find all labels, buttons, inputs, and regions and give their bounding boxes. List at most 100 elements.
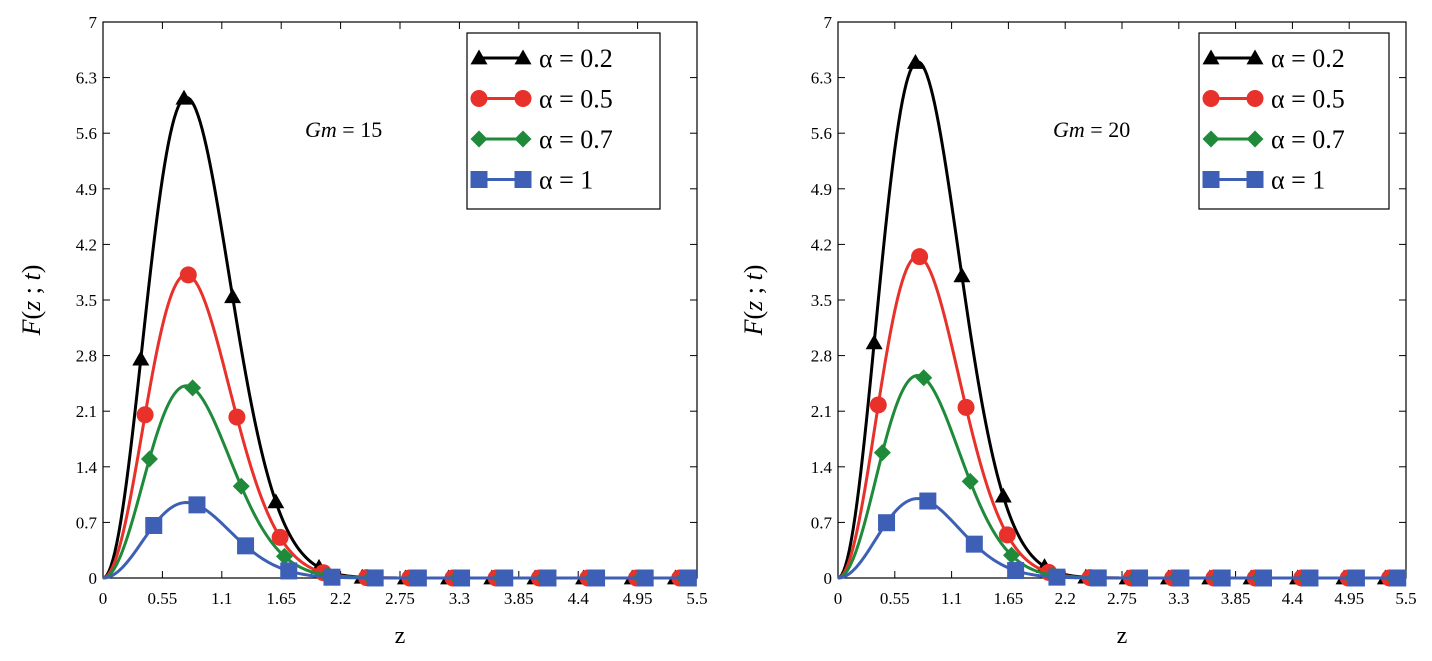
series-marker bbox=[224, 288, 242, 304]
y-axis-label-part: ( bbox=[17, 311, 46, 320]
series-marker bbox=[961, 472, 979, 490]
y-tick-label: 2.1 bbox=[76, 402, 97, 421]
y-tick-label: 6.3 bbox=[76, 69, 97, 88]
series-marker bbox=[919, 492, 937, 510]
gm-label: Gm bbox=[305, 117, 337, 142]
series-marker bbox=[1089, 569, 1107, 587]
series-line bbox=[837, 497, 1406, 580]
legend-label: α = 0.2 bbox=[1271, 44, 1345, 73]
y-axis-label-part: ; bbox=[17, 280, 46, 300]
x-tick-label: 5.5 bbox=[686, 589, 707, 608]
y-tick-label: 3.5 bbox=[811, 291, 832, 310]
legend-marker bbox=[1246, 171, 1264, 188]
series-marker bbox=[323, 568, 341, 586]
series-marker bbox=[953, 267, 971, 283]
legend-marker bbox=[470, 49, 488, 65]
legend-marker bbox=[514, 90, 532, 107]
series-marker bbox=[906, 54, 924, 69]
series-marker bbox=[275, 547, 293, 565]
x-tick-label: 2.75 bbox=[1107, 589, 1137, 608]
series-marker bbox=[1213, 569, 1231, 587]
y-tick-label: 4.9 bbox=[76, 180, 97, 199]
series-marker bbox=[1131, 569, 1149, 587]
series-marker bbox=[271, 528, 289, 546]
chart-panel-gm-20: 0 0.55 1.1 1.65 2.2 2.75 3.3 3.85 4.4 4.95 5.5 0 0.7… bbox=[739, 13, 1417, 649]
y-tick-label: 4.2 bbox=[76, 235, 97, 254]
y-axis-label-part: F bbox=[739, 318, 768, 336]
series-marker bbox=[915, 369, 933, 387]
y-axis-label: F(z ; t) bbox=[17, 265, 46, 337]
series-marker bbox=[1007, 562, 1025, 580]
legend-label: α = 1 bbox=[1271, 166, 1325, 195]
series-marker bbox=[132, 350, 150, 366]
series-marker bbox=[136, 406, 154, 424]
legend-label: α = 0.7 bbox=[539, 125, 613, 154]
series-marker bbox=[453, 569, 471, 587]
y-axis-label-part: t bbox=[739, 272, 768, 280]
series-marker bbox=[539, 569, 557, 587]
legend-label: α = 1 bbox=[539, 166, 593, 195]
legend-marker bbox=[1202, 49, 1220, 65]
series-marker bbox=[175, 89, 193, 105]
y-tick-label: 0.7 bbox=[811, 513, 833, 532]
series-marker bbox=[267, 493, 285, 509]
series-marker bbox=[869, 396, 887, 414]
series-marker bbox=[1254, 569, 1272, 587]
x-tick-label: 3.3 bbox=[1168, 589, 1189, 608]
y-axis-label-part: z bbox=[17, 301, 46, 312]
series-line bbox=[837, 373, 1406, 580]
series-line bbox=[837, 254, 1406, 580]
series-marker bbox=[865, 334, 883, 350]
series-marker bbox=[1301, 569, 1319, 587]
x-tick-label: 3.3 bbox=[449, 589, 470, 608]
series-marker bbox=[1002, 546, 1020, 564]
gm-annotation: Gm = 20 bbox=[1053, 117, 1130, 142]
legend-marker bbox=[470, 130, 488, 148]
legend-marker bbox=[1202, 171, 1220, 188]
y-tick-label: 4.9 bbox=[811, 180, 832, 199]
x-tick-label: 4.4 bbox=[568, 589, 590, 608]
x-tick-label: 2.2 bbox=[330, 589, 351, 608]
gm-annotation: Gm = 15 bbox=[305, 117, 382, 142]
series-marker bbox=[998, 526, 1016, 544]
series-marker bbox=[366, 569, 384, 587]
gm-value: = 20 bbox=[1085, 117, 1130, 142]
legend-marker bbox=[514, 130, 532, 148]
y-tick-label: 1.4 bbox=[811, 458, 833, 477]
series-marker bbox=[636, 569, 654, 587]
y-axis-label-part: F bbox=[17, 318, 46, 336]
series-marker bbox=[232, 477, 250, 495]
y-tick-label: 7 bbox=[824, 13, 833, 32]
x-axis-label: z bbox=[1117, 623, 1128, 649]
gm-label: Gm bbox=[1053, 117, 1085, 142]
series-marker bbox=[140, 450, 158, 468]
x-tick-label: 0 bbox=[834, 589, 843, 608]
series-marker bbox=[184, 379, 202, 397]
series-marker bbox=[1172, 569, 1190, 587]
x-tick-label: 1.65 bbox=[994, 589, 1024, 608]
legend-marker bbox=[1246, 90, 1264, 107]
y-axis-label: F(z ; t) bbox=[739, 265, 768, 337]
series-marker bbox=[679, 569, 697, 587]
series-marker bbox=[409, 569, 427, 587]
legend-marker bbox=[470, 90, 488, 107]
legend-marker bbox=[1202, 130, 1220, 148]
y-tick-label: 0 bbox=[89, 569, 98, 588]
x-tick-label: 1.1 bbox=[941, 589, 962, 608]
series-line bbox=[102, 384, 697, 580]
legend-marker bbox=[1202, 90, 1220, 107]
x-tick-label: 2.2 bbox=[1055, 589, 1076, 608]
y-axis-label-part: ) bbox=[17, 265, 46, 274]
x-tick-label: 2.75 bbox=[385, 589, 415, 608]
y-tick-label: 0.7 bbox=[76, 513, 98, 532]
series-marker bbox=[1389, 569, 1407, 587]
x-tick-label: 5.5 bbox=[1395, 589, 1416, 608]
y-axis-label-part: ; bbox=[739, 280, 768, 300]
legend-marker bbox=[470, 171, 488, 188]
series-marker bbox=[965, 535, 983, 553]
series-marker bbox=[237, 537, 255, 555]
x-tick-label: 1.1 bbox=[211, 589, 232, 608]
series-marker bbox=[145, 516, 163, 534]
series-marker bbox=[1347, 569, 1365, 587]
x-tick-label: 4.95 bbox=[1334, 589, 1364, 608]
